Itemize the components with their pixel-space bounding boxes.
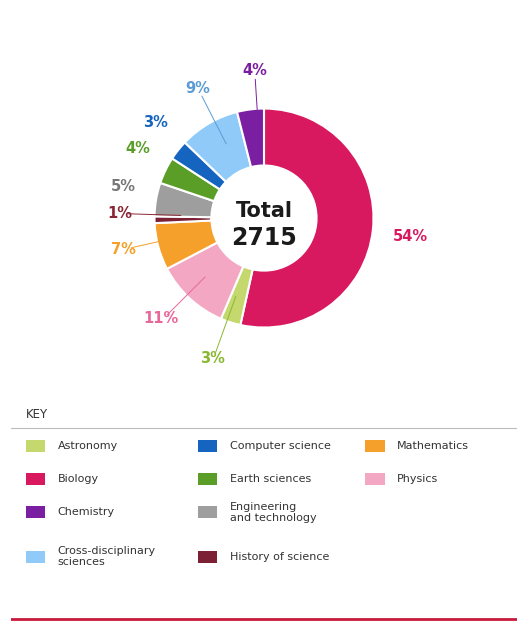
Wedge shape — [155, 216, 212, 223]
Wedge shape — [155, 221, 218, 269]
Text: 5%: 5% — [110, 179, 136, 194]
Wedge shape — [155, 183, 214, 217]
Wedge shape — [185, 112, 251, 182]
Bar — [198, 473, 218, 485]
Text: 1%: 1% — [107, 206, 132, 221]
Bar — [26, 473, 45, 485]
Text: PUBLISHED ARTICLES BY DISCIPLINE IN 2023: PUBLISHED ARTICLES BY DISCIPLINE IN 2023 — [13, 13, 310, 26]
Text: Computer science: Computer science — [230, 441, 331, 451]
Text: 2715: 2715 — [231, 226, 297, 250]
Wedge shape — [221, 267, 252, 325]
Text: Astronomy: Astronomy — [58, 441, 118, 451]
Text: 3%: 3% — [201, 351, 225, 366]
Wedge shape — [237, 108, 264, 167]
Text: Mathematics: Mathematics — [397, 441, 469, 451]
Text: 9%: 9% — [185, 81, 210, 96]
Text: 54%: 54% — [393, 229, 428, 244]
Wedge shape — [161, 158, 220, 201]
Bar — [198, 506, 218, 518]
Bar — [198, 551, 218, 563]
Text: 7%: 7% — [110, 242, 135, 257]
Text: Chemistry: Chemistry — [58, 507, 115, 518]
Bar — [365, 440, 384, 452]
Text: 3%: 3% — [143, 115, 168, 130]
Text: Earth sciences: Earth sciences — [230, 474, 312, 484]
Text: KEY: KEY — [26, 409, 48, 422]
Bar — [365, 473, 384, 485]
Bar — [26, 440, 45, 452]
Text: History of science: History of science — [230, 551, 329, 562]
Wedge shape — [167, 242, 243, 319]
Bar — [26, 506, 45, 518]
Bar — [26, 551, 45, 563]
Wedge shape — [240, 108, 373, 328]
Text: Physics: Physics — [397, 474, 439, 484]
Text: 4%: 4% — [242, 63, 267, 78]
Bar — [198, 440, 218, 452]
Text: Engineering
and technology: Engineering and technology — [230, 502, 317, 523]
Text: Biology: Biology — [58, 474, 99, 484]
Wedge shape — [172, 143, 226, 189]
Text: Cross-disciplinary
sciences: Cross-disciplinary sciences — [58, 546, 156, 568]
Text: 4%: 4% — [125, 141, 150, 156]
Text: Total: Total — [235, 201, 293, 222]
Text: 11%: 11% — [144, 312, 178, 326]
